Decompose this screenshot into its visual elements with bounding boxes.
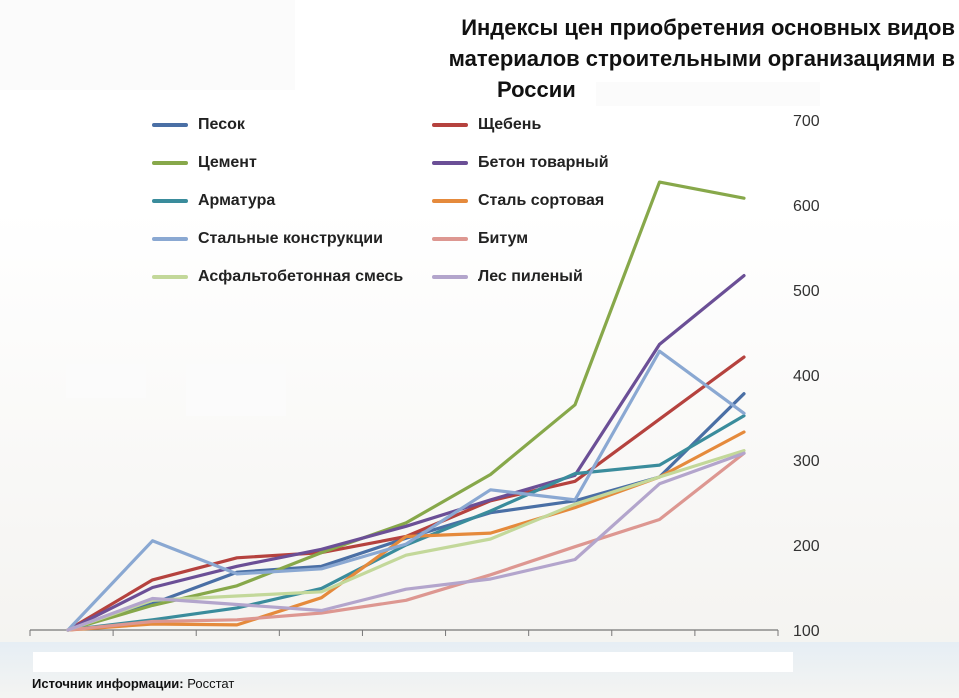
legend-item: Песок [152, 116, 245, 134]
legend-label: Асфальтобетонная смесь [198, 268, 404, 285]
title-line-2: материалов строительными организациями в [448, 46, 955, 71]
legend-swatch [432, 199, 468, 203]
y-tick-label: 600 [793, 198, 820, 215]
legend-item: Асфальтобетонная смесь [152, 268, 403, 286]
redacted-area-left-2 [186, 364, 286, 416]
legend-swatch [432, 161, 468, 165]
legend-item: Цемент [152, 154, 257, 172]
legend-label: Бетон товарный [478, 154, 609, 171]
series-line-10 [66, 451, 746, 632]
legend-label: Щебень [478, 116, 542, 133]
redacted-area-left-1 [66, 364, 146, 398]
legend-swatch [152, 275, 188, 279]
title-line-3: России [497, 77, 576, 102]
legend-swatch [152, 237, 188, 241]
redacted-area-bottom [33, 652, 793, 672]
legend-item: Битум [432, 230, 528, 248]
legend-label: Сталь сортовая [478, 192, 605, 209]
legend-item: Стальные конструкции [152, 230, 383, 248]
chart-title: Индексы цен приобретения основных видов … [330, 12, 955, 105]
legend-swatch [152, 199, 188, 203]
y-tick-label: 100 [793, 623, 820, 640]
series-line-4 [66, 274, 746, 632]
series-line-9 [66, 449, 746, 632]
series-line-7 [66, 349, 746, 632]
legend-item: Арматура [152, 192, 275, 210]
legend-label: Арматура [198, 192, 276, 209]
y-tick-label: 200 [793, 538, 820, 555]
legend-swatch [432, 123, 468, 127]
legend-item: Щебень [432, 116, 541, 134]
y-tick-label: 400 [793, 368, 820, 385]
legend-swatch [432, 275, 468, 279]
source-note: Источник информации: Росстат [32, 676, 234, 691]
legend-item: Бетон товарный [432, 154, 609, 172]
series-line-1 [66, 392, 746, 632]
source-value: Росстат [187, 676, 235, 691]
legend-label: Песок [198, 116, 245, 133]
y-tick-label: 300 [793, 453, 820, 470]
series-line-3 [66, 180, 746, 632]
legend-item: Лес пиленый [432, 268, 583, 286]
source-label: Источник информации: [32, 676, 184, 691]
y-tick-label: 500 [793, 283, 820, 300]
title-line-1: Индексы цен приобретения основных видов [461, 15, 955, 40]
legend-item: Сталь сортовая [432, 192, 604, 210]
legend-swatch [152, 161, 188, 165]
legend-swatch [432, 237, 468, 241]
legend-label: Цемент [198, 154, 257, 171]
legend-label: Лес пиленый [478, 268, 583, 285]
redacted-area-top-left [0, 0, 295, 90]
y-tick-label: 700 [793, 113, 820, 130]
legend-label: Битум [478, 230, 529, 247]
redacted-area-title [596, 82, 820, 106]
series-line-8 [66, 451, 746, 632]
legend-swatch [152, 123, 188, 127]
legend-label: Стальные конструкции [198, 230, 383, 247]
